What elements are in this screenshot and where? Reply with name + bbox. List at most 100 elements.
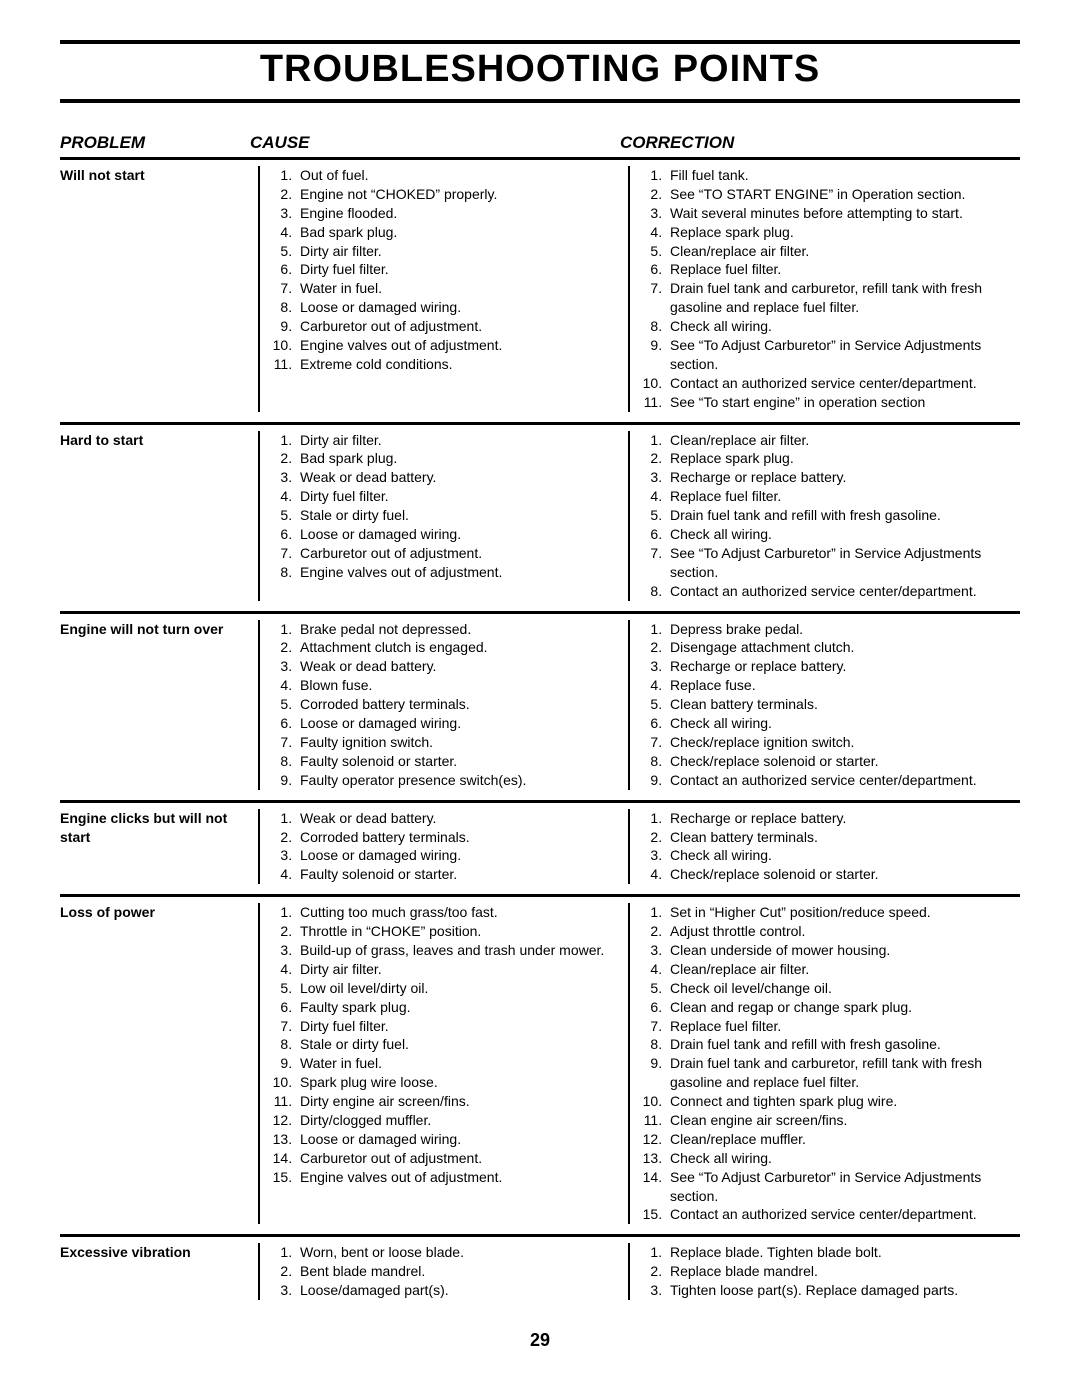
cause-item: Stale or dirty fuel. — [296, 1035, 620, 1054]
correction-item: Contact an authorized service center/dep… — [666, 582, 1012, 601]
cause-item: Faulty operator presence switch(es). — [296, 771, 620, 790]
cause-column: Out of fuel.Engine not “CHOKED” properly… — [258, 166, 628, 412]
problem-label: Hard to start — [60, 431, 258, 601]
correction-item: Check all wiring. — [666, 525, 1012, 544]
cause-item: Bent blade mandrel. — [296, 1262, 620, 1281]
section-row: Loss of powerCutting too much grass/too … — [60, 897, 1020, 1237]
correction-item: Depress brake pedal. — [666, 620, 1012, 639]
correction-item: Wait several minutes before attempting t… — [666, 204, 1012, 223]
cause-item: Extreme cold conditions. — [296, 355, 620, 374]
cause-item: Faulty solenoid or starter. — [296, 752, 620, 771]
cause-list: Out of fuel.Engine not “CHOKED” properly… — [270, 166, 628, 374]
cause-list: Weak or dead battery.Corroded battery te… — [270, 809, 628, 885]
correction-item: Clean underside of mower housing. — [666, 941, 1012, 960]
problem-label: Loss of power — [60, 903, 258, 1224]
cause-item: Engine valves out of adjustment. — [296, 336, 620, 355]
correction-item: Clean/replace air filter. — [666, 242, 1012, 261]
cause-item: Weak or dead battery. — [296, 809, 620, 828]
cause-item: Engine valves out of adjustment. — [296, 563, 620, 582]
problem-label: Engine clicks but will not start — [60, 809, 258, 885]
cause-list: Worn, bent or loose blade.Bent blade man… — [270, 1243, 628, 1300]
correction-item: See “To start engine” in operation secti… — [666, 393, 1012, 412]
cause-item: Dirty air filter. — [296, 960, 620, 979]
cause-item: Dirty air filter. — [296, 242, 620, 261]
page-title: TROUBLESHOOTING POINTS — [60, 48, 1020, 91]
correction-item: Replace spark plug. — [666, 449, 1012, 468]
cause-column: Worn, bent or loose blade.Bent blade man… — [258, 1243, 628, 1300]
heading-problem: PROBLEM — [60, 131, 250, 155]
cause-list: Dirty air filter.Bad spark plug.Weak or … — [270, 431, 628, 582]
section-row: Excessive vibrationWorn, bent or loose b… — [60, 1237, 1020, 1310]
cause-item: Corroded battery terminals. — [296, 828, 620, 847]
correction-item: Adjust throttle control. — [666, 922, 1012, 941]
cause-item: Build-up of grass, leaves and trash unde… — [296, 941, 620, 960]
problem-label: Excessive vibration — [60, 1243, 258, 1300]
cause-item: Dirty fuel filter. — [296, 487, 620, 506]
correction-item: Check/replace solenoid or starter. — [666, 865, 1012, 884]
correction-column: Fill fuel tank.See “TO START ENGINE” in … — [628, 166, 1020, 412]
cause-item: Carburetor out of adjustment. — [296, 317, 620, 336]
correction-item: Clean/replace muffler. — [666, 1130, 1012, 1149]
cause-item: Dirty fuel filter. — [296, 1017, 620, 1036]
correction-item: Recharge or replace battery. — [666, 657, 1012, 676]
cause-list: Cutting too much grass/too fast.Throttle… — [270, 903, 628, 1186]
cause-item: Blown fuse. — [296, 676, 620, 695]
correction-item: Replace blade. Tighten blade bolt. — [666, 1243, 1012, 1262]
cause-column: Brake pedal not depressed.Attachment clu… — [258, 620, 628, 790]
correction-item: Replace fuel filter. — [666, 487, 1012, 506]
section-row: Will not startOut of fuel.Engine not “CH… — [60, 160, 1020, 425]
cause-item: Low oil level/dirty oil. — [296, 979, 620, 998]
correction-item: Contact an authorized service center/dep… — [666, 374, 1012, 393]
sections-container: Will not startOut of fuel.Engine not “CH… — [60, 160, 1020, 1310]
correction-list: Set in “Higher Cut” position/reduce spee… — [640, 903, 1020, 1224]
heading-cause: CAUSE — [250, 131, 620, 155]
cause-item: Faulty solenoid or starter. — [296, 865, 620, 884]
cause-column: Dirty air filter.Bad spark plug.Weak or … — [258, 431, 628, 601]
correction-item: Check all wiring. — [666, 846, 1012, 865]
correction-list: Clean/replace air filter.Replace spark p… — [640, 431, 1020, 601]
cause-item: Loose or damaged wiring. — [296, 1130, 620, 1149]
correction-item: Drain fuel tank and refill with fresh ga… — [666, 1035, 1012, 1054]
cause-item: Attachment clutch is engaged. — [296, 638, 620, 657]
correction-item: Clean engine air screen/fins. — [666, 1111, 1012, 1130]
cause-item: Dirty engine air screen/fins. — [296, 1092, 620, 1111]
correction-column: Replace blade. Tighten blade bolt.Replac… — [628, 1243, 1020, 1300]
correction-item: Clean and regap or change spark plug. — [666, 998, 1012, 1017]
correction-item: See “To Adjust Carburetor” in Service Ad… — [666, 544, 1012, 582]
correction-item: See “TO START ENGINE” in Operation secti… — [666, 185, 1012, 204]
cause-item: Weak or dead battery. — [296, 657, 620, 676]
problem-label: Engine will not turn over — [60, 620, 258, 790]
cause-item: Brake pedal not depressed. — [296, 620, 620, 639]
correction-list: Replace blade. Tighten blade bolt.Replac… — [640, 1243, 1020, 1300]
correction-item: Check all wiring. — [666, 317, 1012, 336]
cause-item: Loose or damaged wiring. — [296, 714, 620, 733]
cause-item: Faulty spark plug. — [296, 998, 620, 1017]
cause-item: Carburetor out of adjustment. — [296, 1149, 620, 1168]
correction-item: Recharge or replace battery. — [666, 468, 1012, 487]
correction-item: Disengage attachment clutch. — [666, 638, 1012, 657]
correction-item: Tighten loose part(s). Replace damaged p… — [666, 1281, 1012, 1300]
correction-item: Drain fuel tank and carburetor, refill t… — [666, 279, 1012, 317]
correction-item: Connect and tighten spark plug wire. — [666, 1092, 1012, 1111]
correction-item: Contact an authorized service center/dep… — [666, 771, 1012, 790]
cause-item: Bad spark plug. — [296, 223, 620, 242]
cause-item: Faulty ignition switch. — [296, 733, 620, 752]
cause-item: Weak or dead battery. — [296, 468, 620, 487]
cause-item: Water in fuel. — [296, 1054, 620, 1073]
correction-item: Drain fuel tank and refill with fresh ga… — [666, 506, 1012, 525]
correction-item: Recharge or replace battery. — [666, 809, 1012, 828]
cause-item: Worn, bent or loose blade. — [296, 1243, 620, 1262]
problem-label: Will not start — [60, 166, 258, 412]
correction-item: Replace fuel filter. — [666, 1017, 1012, 1036]
correction-item: Contact an authorized service center/dep… — [666, 1205, 1012, 1224]
cause-item: Loose or damaged wiring. — [296, 298, 620, 317]
page: TROUBLESHOOTING POINTS PROBLEM CAUSE COR… — [0, 0, 1080, 1371]
correction-column: Set in “Higher Cut” position/reduce spee… — [628, 903, 1020, 1224]
cause-column: Weak or dead battery.Corroded battery te… — [258, 809, 628, 885]
heading-correction: CORRECTION — [620, 131, 1020, 155]
cause-item: Spark plug wire loose. — [296, 1073, 620, 1092]
correction-item: See “To Adjust Carburetor” in Service Ad… — [666, 1168, 1012, 1206]
cause-item: Stale or dirty fuel. — [296, 506, 620, 525]
correction-item: Check oil level/change oil. — [666, 979, 1012, 998]
correction-list: Recharge or replace battery.Clean batter… — [640, 809, 1020, 885]
